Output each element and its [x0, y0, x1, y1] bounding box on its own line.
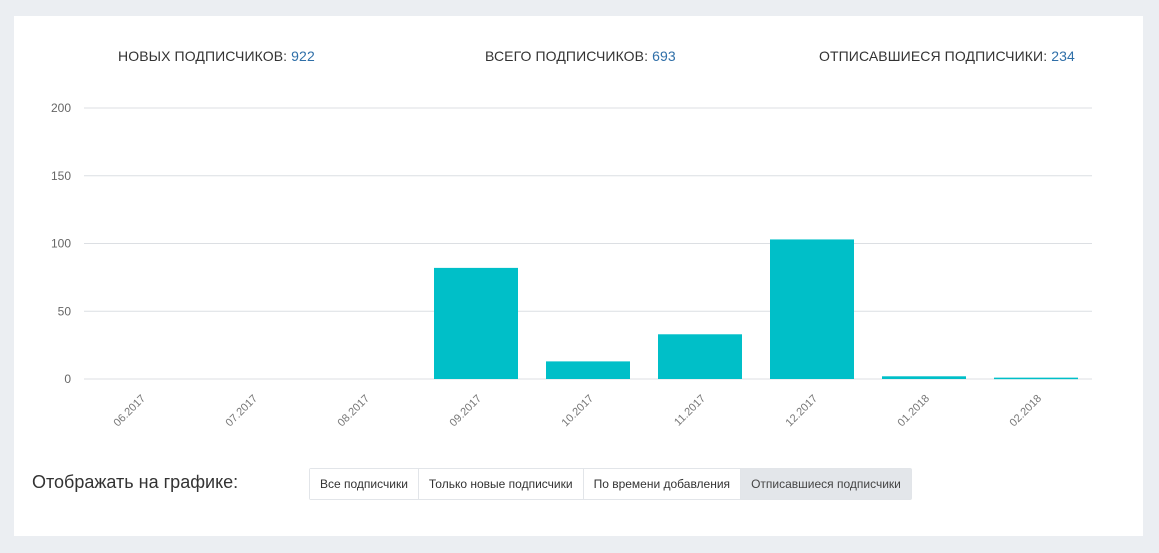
- x-tick-label: 07.2017: [224, 393, 261, 430]
- filter-unsubscribed-button[interactable]: Отписавшиеся подписчики: [740, 469, 911, 499]
- y-tick-label: 150: [51, 169, 71, 183]
- new-subscribers-value: 922: [291, 48, 315, 64]
- y-tick-label: 0: [64, 372, 71, 386]
- x-tick-label: 08.2017: [336, 393, 373, 430]
- x-tick-label: 11.2017: [672, 393, 708, 429]
- filter-all-subscribers-button[interactable]: Все подписчики: [310, 469, 418, 499]
- x-tick-label: 09.2017: [448, 393, 485, 430]
- bar-chart: 0 50 100 150 200 06.2017 07.2017 08.2017 09.2017…: [51, 101, 1092, 430]
- stats-row: НОВЫХ ПОДПИСЧИКОВ: 922 ВСЕГО ПОДПИСЧИКОВ…: [14, 16, 1143, 106]
- x-tick-label: 02.2018: [1008, 393, 1045, 430]
- total-subscribers-label: ВСЕГО ПОДПИСЧИКОВ:: [485, 48, 649, 64]
- filter-by-added-time-button[interactable]: По времени добавления: [582, 469, 741, 499]
- bar[interactable]: [770, 239, 854, 379]
- bar[interactable]: [434, 267, 518, 379]
- y-tick-label: 200: [51, 101, 71, 115]
- total-subscribers-value: 693: [652, 48, 676, 64]
- total-subscribers-stat: ВСЕГО ПОДПИСЧИКОВ: 693: [485, 48, 676, 64]
- x-tick-label: 06.2017: [112, 393, 149, 430]
- bar[interactable]: [994, 377, 1078, 380]
- filter-button-group: Все подписчики Только новые подписчики П…: [309, 468, 912, 500]
- unsubscribed-stat: ОТПИСАВШИЕСЯ ПОДПИСЧИКИ: 234: [819, 48, 1075, 64]
- new-subscribers-stat: НОВЫХ ПОДПИСЧИКОВ: 922: [118, 48, 315, 64]
- x-tick-label: 10.2017: [560, 393, 597, 430]
- chart-filter-row: Отображать на графике: Все подписчики То…: [14, 468, 1143, 500]
- filter-label: Отображать на графике:: [32, 472, 239, 492]
- y-tick-label: 50: [58, 304, 72, 318]
- x-tick-label: 12.2017: [784, 393, 821, 430]
- bar[interactable]: [882, 376, 966, 379]
- y-tick-label: 100: [51, 237, 71, 251]
- unsubscribed-label: ОТПИСАВШИЕСЯ ПОДПИСЧИКИ:: [819, 48, 1048, 64]
- bar[interactable]: [658, 334, 742, 379]
- filter-new-subscribers-button[interactable]: Только новые подписчики: [417, 469, 583, 499]
- x-tick-label: 01.2018: [896, 393, 933, 430]
- new-subscribers-label: НОВЫХ ПОДПИСЧИКОВ:: [118, 48, 288, 64]
- bar[interactable]: [546, 361, 630, 379]
- subscribers-card: НОВЫХ ПОДПИСЧИКОВ: 922 ВСЕГО ПОДПИСЧИКОВ…: [14, 16, 1143, 536]
- unsubscribed-value: 234: [1051, 48, 1075, 64]
